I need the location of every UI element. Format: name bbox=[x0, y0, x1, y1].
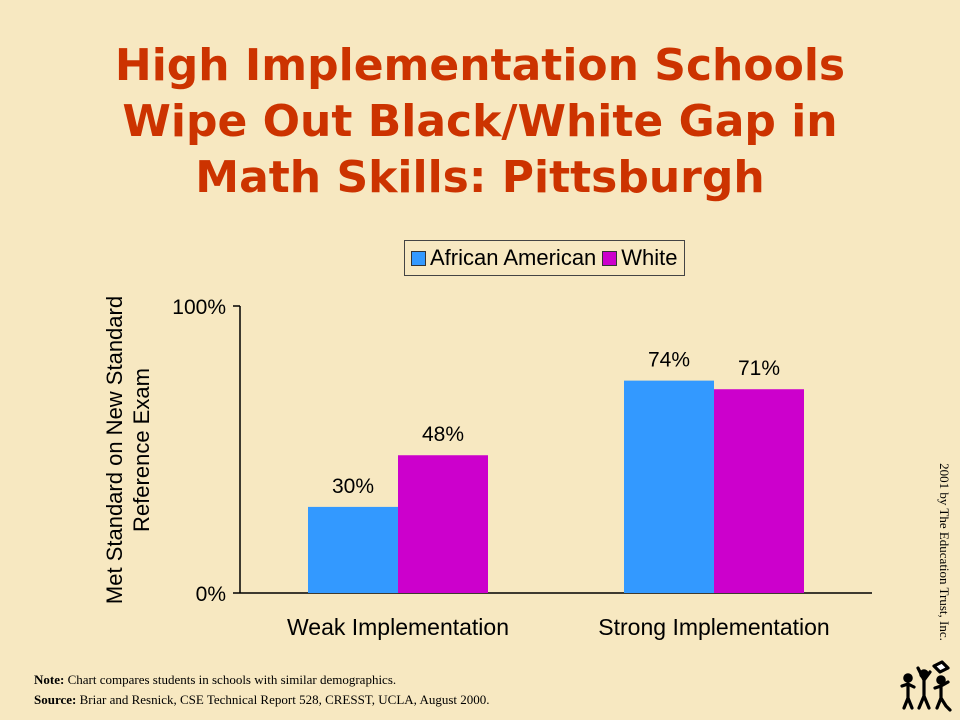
bar bbox=[624, 380, 714, 593]
legend-item-white: White bbox=[602, 245, 678, 271]
x-category-label: Weak Implementation bbox=[287, 614, 509, 640]
legend-item-african-american: African American bbox=[411, 245, 596, 271]
bar bbox=[398, 455, 488, 593]
note-label: Note: bbox=[34, 672, 65, 687]
legend-label-african-american: African American bbox=[430, 245, 597, 270]
slide-title: High Implementation Schools Wipe Out Bla… bbox=[40, 38, 920, 206]
bar-data-label: 74% bbox=[648, 349, 690, 372]
bar-data-label: 30% bbox=[332, 475, 374, 498]
title-line-1: High Implementation Schools bbox=[114, 40, 846, 91]
footer-note: Note: Chart compares students in schools… bbox=[34, 670, 490, 690]
source-text: Briar and Resnick, CSE Technical Report … bbox=[76, 692, 490, 707]
source-label: Source: bbox=[34, 692, 77, 707]
title-line-3: Math Skills: Pittsburgh bbox=[195, 152, 765, 203]
legend-label-white: White bbox=[621, 245, 678, 270]
chart-legend: African American White bbox=[404, 240, 685, 276]
footer-notes: Note: Chart compares students in schools… bbox=[34, 670, 490, 710]
legend-swatch-african-american bbox=[411, 250, 426, 266]
bar bbox=[714, 389, 804, 593]
bar bbox=[308, 506, 398, 593]
y-tick-label: 0% bbox=[196, 583, 226, 606]
title-line-2: Wipe Out Black/White Gap in bbox=[122, 96, 838, 147]
copyright-text: 2001 by The Education Trust, Inc. bbox=[937, 463, 952, 641]
note-text: Chart compares students in schools with … bbox=[64, 672, 397, 687]
footer-source: Source: Briar and Resnick, CSE Technical… bbox=[34, 690, 490, 710]
x-category-label: Strong Implementation bbox=[598, 614, 829, 640]
education-trust-figures-logo-icon bbox=[900, 660, 952, 712]
bar-data-label: 71% bbox=[738, 357, 780, 380]
legend-swatch-white bbox=[602, 250, 618, 266]
y-tick-label: 100% bbox=[172, 296, 226, 319]
bar-data-label: 48% bbox=[422, 423, 464, 446]
